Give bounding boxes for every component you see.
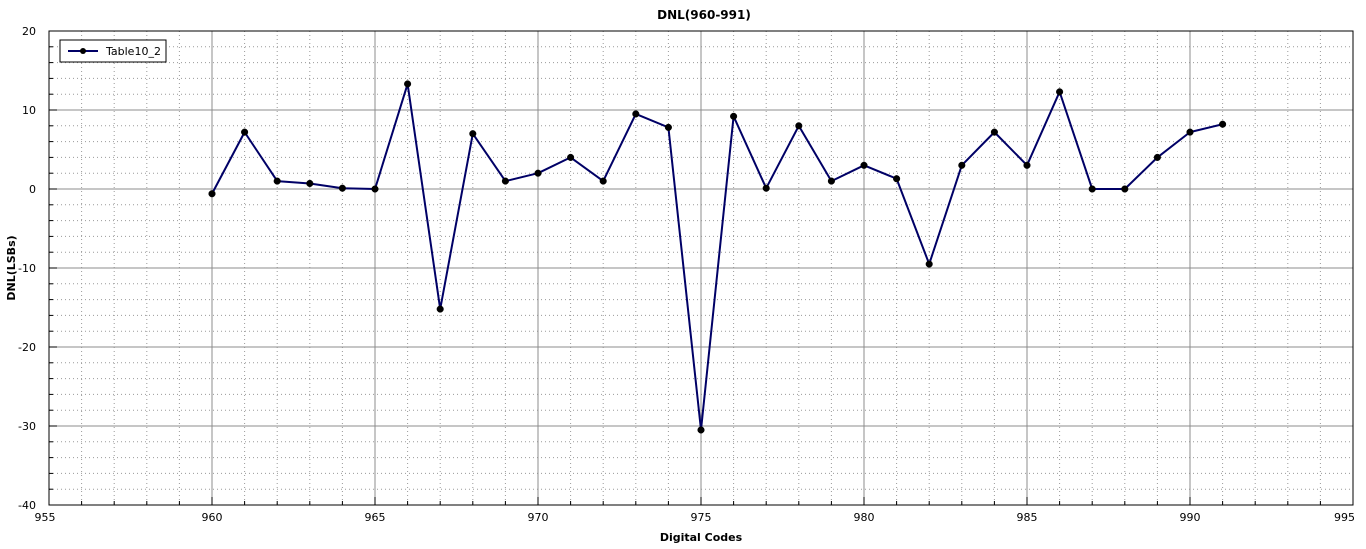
data-point (208, 190, 216, 198)
axis-ticks (48, 30, 1354, 506)
data-point (893, 175, 901, 183)
x-tick-label: 975 (691, 511, 712, 524)
data-point (338, 184, 346, 192)
x-tick-label: 965 (365, 511, 386, 524)
data-point (1186, 128, 1194, 136)
data-point (371, 185, 379, 193)
y-axis-label: DNL(LSBs) (5, 235, 18, 300)
y-tick-label: 20 (22, 25, 36, 38)
data-point (958, 161, 966, 169)
data-point (469, 130, 477, 138)
data-point (827, 177, 835, 185)
data-point (697, 426, 705, 434)
major-grid (48, 30, 1354, 506)
x-tick-label: 985 (1017, 511, 1038, 524)
data-point (1023, 161, 1031, 169)
x-tick-label: 970 (528, 511, 549, 524)
legend-box (59, 39, 167, 63)
legend: Table10_2 (59, 39, 167, 63)
data-point (273, 177, 281, 185)
data-point (1088, 185, 1096, 193)
series-layer (208, 80, 1227, 434)
y-tick-label: -20 (18, 341, 36, 354)
data-point (990, 128, 998, 136)
data-point (404, 80, 412, 88)
legend-entry-label: Table10_2 (105, 45, 161, 58)
data-point (795, 122, 803, 130)
data-point (762, 184, 770, 192)
chart-title: DNL(960-991) (657, 8, 751, 22)
x-tick-label: 955 (35, 511, 56, 524)
data-point (1056, 88, 1064, 96)
data-point (1153, 153, 1161, 161)
series-line-Table10_2 (211, 82, 1223, 431)
y-tick-label: 0 (29, 183, 36, 196)
x-tick-label: 960 (202, 511, 223, 524)
x-tick-label: 980 (854, 511, 875, 524)
data-point (567, 153, 575, 161)
y-axis-tick-labels: 20 10 0 -10 -20 -30 -40 (18, 25, 36, 512)
x-axis-label: Digital Codes (660, 531, 743, 544)
y-tick-label: -30 (18, 420, 36, 433)
data-point (730, 112, 738, 120)
data-point (664, 123, 672, 131)
x-tick-label: 995 (1334, 511, 1355, 524)
y-tick-label: 10 (22, 104, 36, 117)
data-point (501, 177, 509, 185)
data-point (632, 110, 640, 118)
data-point (1219, 120, 1227, 128)
data-point (306, 179, 314, 188)
data-point (860, 161, 868, 169)
data-point (241, 128, 249, 136)
data-point (1121, 185, 1129, 193)
data-point (925, 260, 933, 268)
y-tick-label: -10 (18, 262, 36, 275)
legend-marker (80, 48, 86, 54)
x-axis-tick-labels: 955 960 965 970 975 980 985 990 995 (35, 511, 1356, 524)
x-tick-label: 990 (1180, 511, 1201, 524)
data-point (534, 169, 542, 177)
data-point (436, 305, 444, 313)
y-tick-label: -40 (18, 499, 36, 512)
data-point (599, 177, 607, 185)
